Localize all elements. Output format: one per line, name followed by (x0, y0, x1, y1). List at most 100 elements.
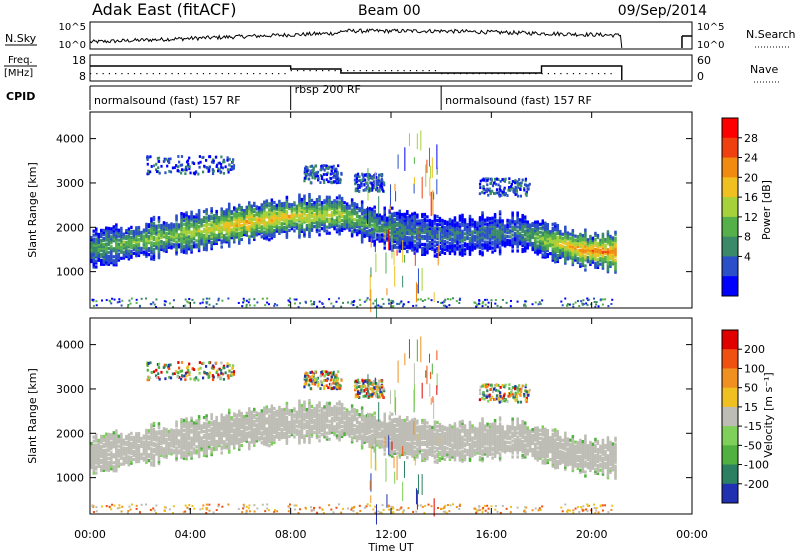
power-cell (122, 232, 126, 236)
power-cell (127, 239, 131, 243)
power-cell (440, 302, 443, 305)
velocity-cell (220, 431, 223, 435)
power-cell (403, 224, 407, 228)
power-cell (398, 303, 401, 306)
power-cell (212, 220, 216, 224)
power-cell (182, 214, 186, 218)
power-cell (436, 240, 439, 245)
velocity-cell (180, 437, 183, 442)
power-cell (403, 240, 407, 244)
power-cell (268, 234, 271, 238)
power-cell (588, 298, 591, 301)
power-cell (320, 219, 324, 223)
power-cell (355, 211, 359, 215)
power-cell (491, 228, 494, 232)
power-cell (503, 234, 507, 238)
velocity-cell (147, 459, 151, 463)
power-cell (428, 246, 432, 251)
power-cell (525, 184, 528, 188)
power-cell (589, 244, 592, 249)
power-cell (185, 221, 188, 225)
power-cell (325, 178, 328, 182)
power-cell (353, 226, 356, 230)
power-cell (263, 222, 266, 226)
power-cell (589, 246, 592, 251)
power-cell (546, 236, 550, 241)
power-cell (268, 238, 271, 242)
velocity-cell (142, 434, 146, 438)
power-cell (482, 300, 485, 303)
power-cell (496, 245, 499, 249)
power-cell (273, 222, 276, 227)
power-cell (318, 233, 321, 237)
power-cell (190, 238, 193, 242)
velocity-cell (225, 428, 228, 432)
power-cell (429, 147, 431, 167)
power-cell (330, 214, 334, 218)
power-cell (549, 234, 552, 238)
power-cell (478, 230, 482, 234)
power-cell (102, 244, 106, 248)
power-cell (428, 244, 432, 249)
power-cell (250, 216, 254, 220)
power-cell (416, 213, 419, 217)
velocity-cell (212, 429, 216, 434)
power-cell (117, 232, 121, 236)
power-cell (421, 228, 424, 233)
power-cell (253, 201, 256, 206)
power-cell (421, 234, 424, 239)
power-cell (313, 209, 316, 213)
power-cell (185, 243, 188, 247)
power-cell (319, 168, 322, 172)
velocity-cell (145, 456, 148, 460)
velocity-cell (142, 440, 146, 444)
power-cell (192, 237, 196, 241)
velocity-cell (120, 462, 123, 466)
power-cell (195, 221, 198, 225)
power-cell (571, 231, 575, 235)
power-cell (436, 167, 438, 175)
freq-label-line2: [MHz] (4, 68, 33, 79)
power-cell (298, 235, 301, 239)
power-cell (476, 221, 479, 225)
power-cell (426, 249, 429, 253)
power-cell (311, 303, 314, 306)
power-cell (393, 237, 397, 241)
power-cell (546, 254, 550, 259)
power-cell (237, 225, 241, 229)
power-cell (523, 223, 527, 227)
power-cell (211, 172, 215, 176)
power-cell (396, 302, 399, 305)
power-cell (112, 259, 116, 263)
power-cell (300, 213, 304, 218)
power-cell (533, 236, 537, 240)
velocity-cell (117, 460, 121, 464)
power-cell (541, 235, 544, 239)
power-cell (576, 260, 580, 265)
power-cell (495, 191, 498, 195)
velocity-cell (127, 435, 131, 439)
power-cell (102, 232, 106, 236)
power-cell (305, 213, 309, 218)
power-cell (117, 256, 121, 260)
power-cell (523, 221, 527, 225)
power-cell (468, 246, 472, 250)
power-cell (338, 206, 341, 210)
power-cell (513, 234, 517, 238)
power-cell (212, 159, 215, 163)
velocity-cell (167, 451, 171, 455)
power-cell (230, 218, 233, 222)
power-cell (418, 237, 422, 241)
power-cell (232, 228, 236, 232)
velocity-cell (122, 456, 126, 460)
power-cell (446, 224, 449, 228)
power-cell (544, 243, 547, 247)
power-cell (335, 222, 339, 226)
power-cell (160, 223, 163, 228)
power-cell (488, 224, 492, 229)
power-cell (508, 231, 512, 235)
power-cell (541, 299, 544, 302)
power-cell (147, 235, 151, 239)
power-cell (215, 235, 218, 240)
